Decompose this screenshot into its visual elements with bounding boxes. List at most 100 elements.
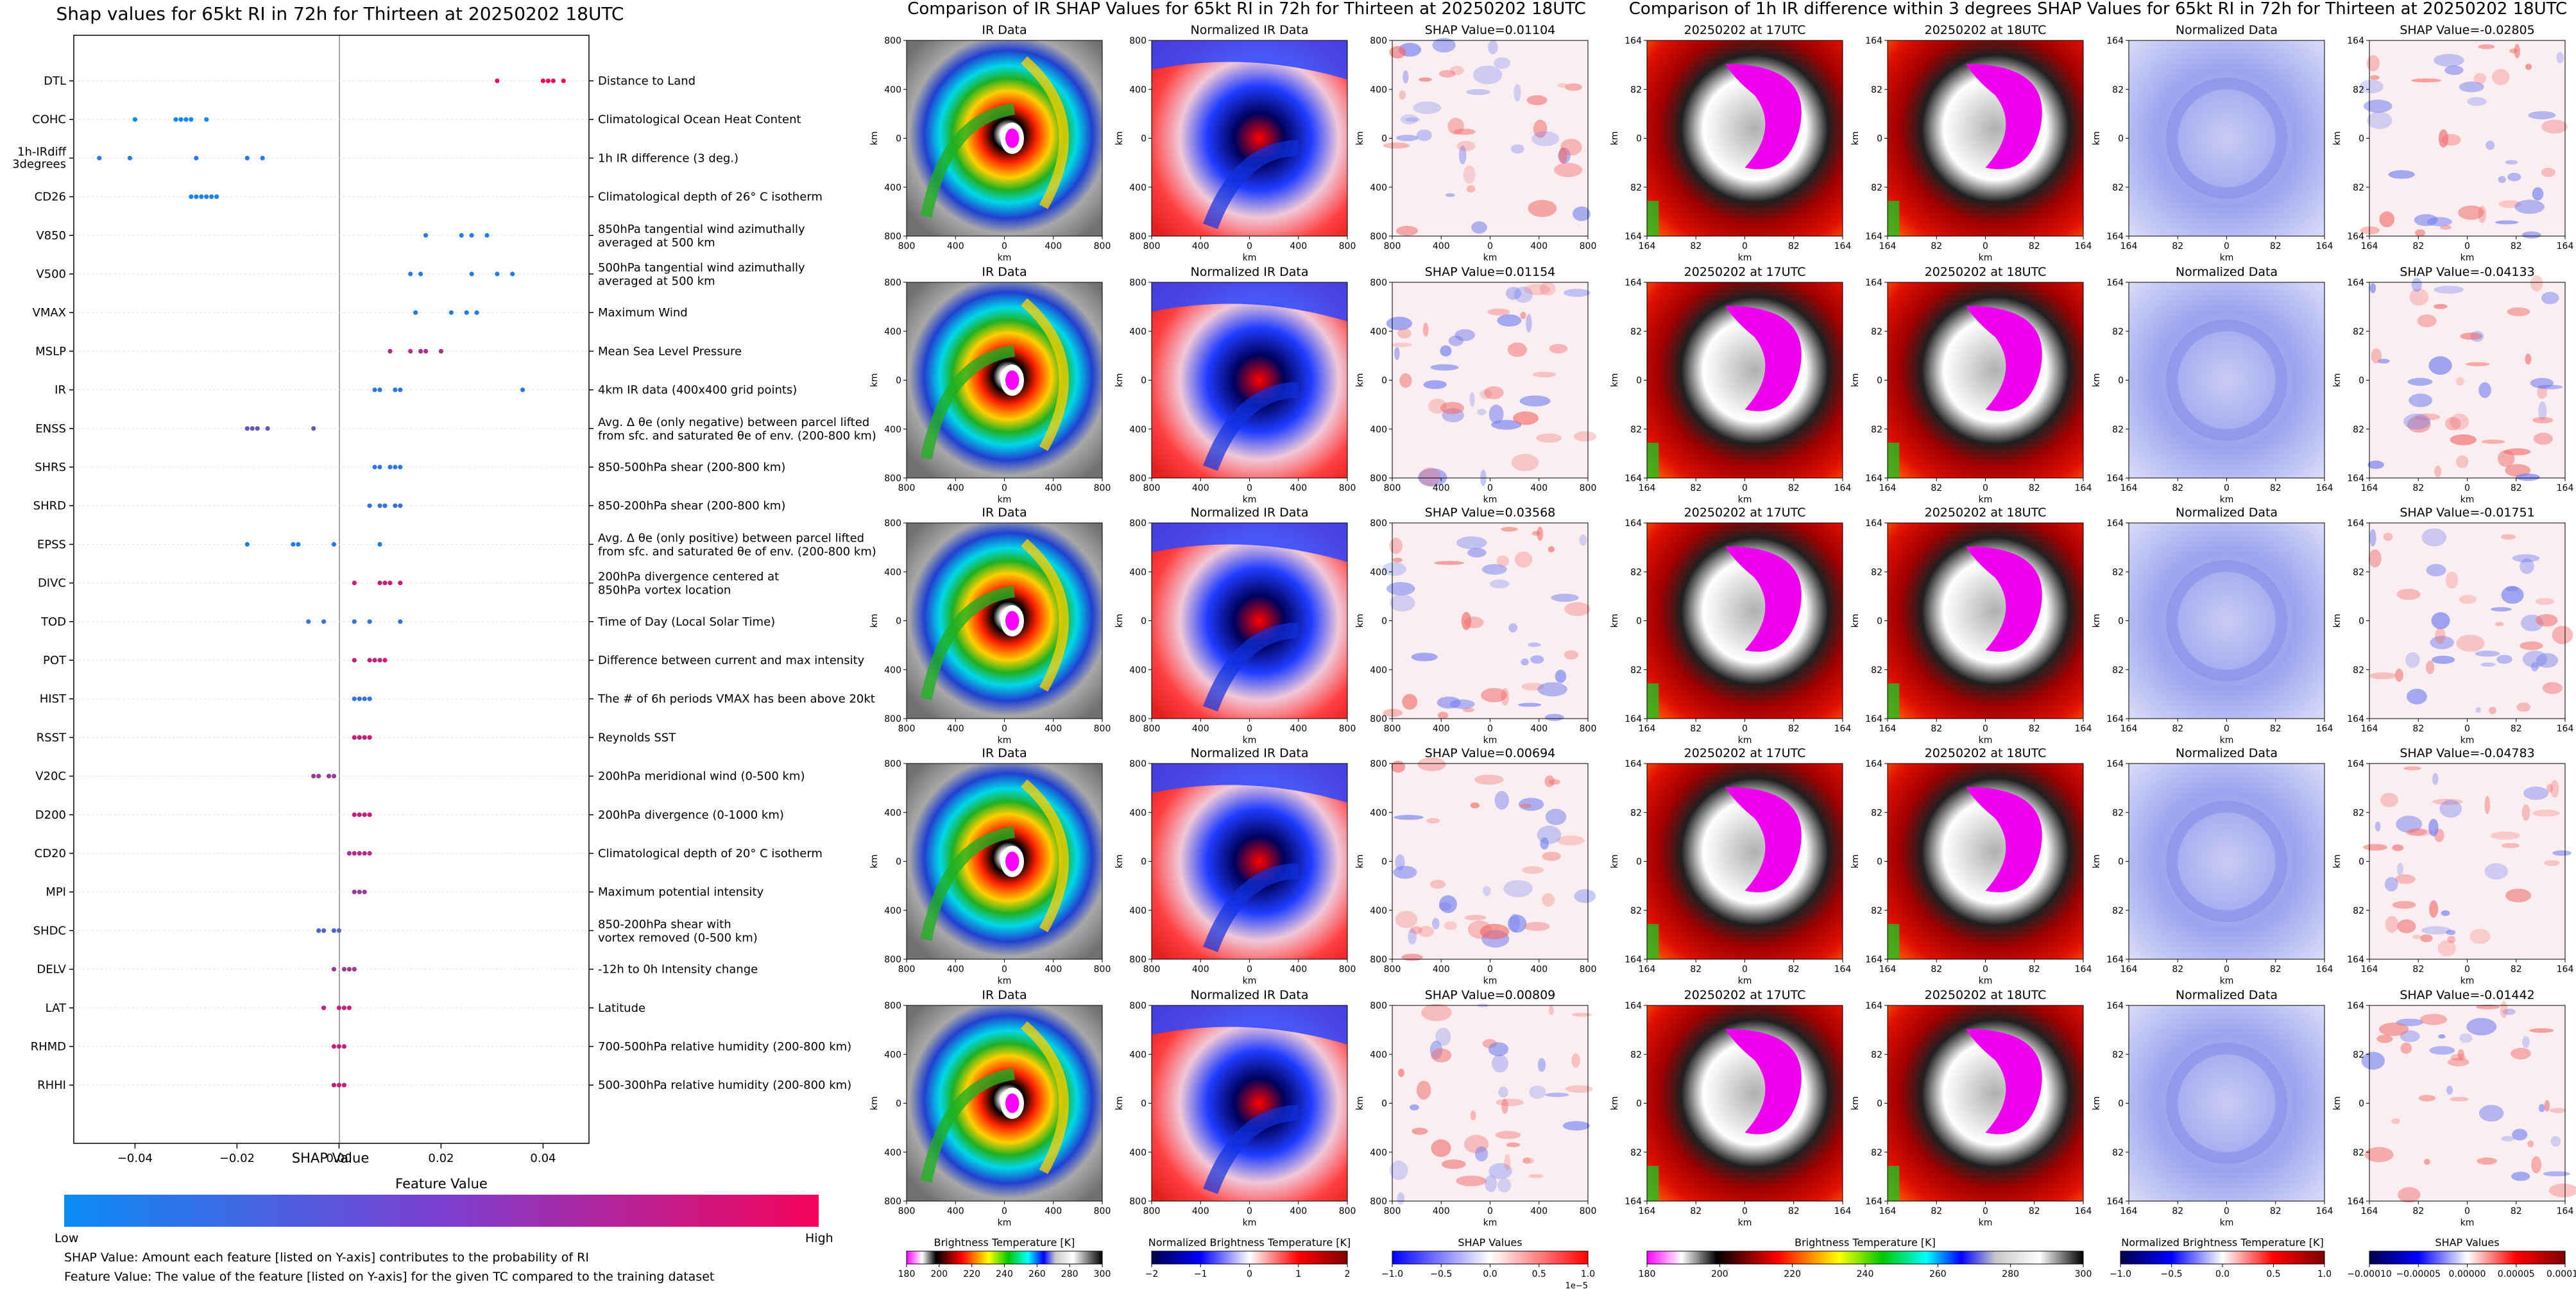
x-axis-label: km xyxy=(2220,735,2234,746)
x-tick-label: 0 xyxy=(1247,724,1252,734)
x-tick-label: 800 xyxy=(898,1206,916,1216)
y-tick-label: 800 xyxy=(1370,955,1387,965)
y-tick-label: 800 xyxy=(1129,759,1147,769)
shap-summary-plot: Shap values for 65kt RI in 72h for Thirt… xyxy=(12,3,876,1284)
y-axis-label: km xyxy=(2092,132,2102,146)
y-tick-label: 0 xyxy=(1381,857,1387,867)
shap-point xyxy=(423,348,429,354)
y-tick-label: 400 xyxy=(884,425,901,435)
feature-description: -12h to 0h Intensity change xyxy=(598,963,758,977)
shap-point xyxy=(388,465,393,470)
x-tick-label: 0 xyxy=(2224,1206,2230,1216)
y-tick-label: 164 xyxy=(1625,36,1642,46)
x-tick-label: 800 xyxy=(1339,964,1356,975)
feature-label: TOD xyxy=(40,615,66,629)
x-tick-label: 82 xyxy=(2029,483,2040,493)
y-tick-label: 800 xyxy=(884,759,901,769)
y-tick-label: 164 xyxy=(1625,518,1642,529)
y-tick-label: 0 xyxy=(896,1099,901,1109)
y-tick-label: 164 xyxy=(1625,232,1642,242)
x-tick-label: 82 xyxy=(2029,724,2040,734)
mid-title: Comparison of IR SHAP Values for 65kt RI… xyxy=(907,0,1586,19)
shap-image xyxy=(1392,1005,1588,1201)
normalized-ir-image xyxy=(1152,282,1347,478)
right-panel: Normalized Data1641648282008282164164kmk… xyxy=(2092,506,2333,746)
panel-title: IR Data xyxy=(982,23,1027,37)
feature-label: V500 xyxy=(36,268,66,281)
y-tick-label: 0 xyxy=(896,376,901,386)
panel-title: Normalized IR Data xyxy=(1191,988,1309,1002)
x-tick-label: 164 xyxy=(2075,1206,2092,1216)
panel-title: Normalized IR Data xyxy=(1191,265,1309,279)
x-tick-label: 0 xyxy=(2464,241,2470,252)
feature-label: VMAX xyxy=(33,306,67,320)
colorbar-tick-label: 0.00010 xyxy=(2546,1269,2576,1279)
y-tick-label: 400 xyxy=(884,906,901,916)
y-axis-label: km xyxy=(1610,373,1620,388)
x-axis-label: km xyxy=(1483,735,1497,746)
colorbar-tick-label: 220 xyxy=(963,1269,980,1279)
y-tick-label: 0 xyxy=(1381,134,1387,144)
shap-point xyxy=(382,503,388,508)
y-tick-label: 800 xyxy=(884,36,901,46)
y-tick-label: 400 xyxy=(1129,425,1147,435)
x-tick-label: 82 xyxy=(2412,724,2424,734)
y-tick-label: 82 xyxy=(1871,85,1882,95)
panel-title: 20250202 at 17UTC xyxy=(1684,988,1806,1002)
feature-label: CD20 xyxy=(35,847,66,860)
y-tick-label: 400 xyxy=(884,665,901,676)
x-tick-label: 82 xyxy=(1788,483,1800,493)
panel-title: SHAP Value=-0.04783 xyxy=(2400,746,2534,760)
y-tick-label: 164 xyxy=(2347,278,2364,288)
shap-point xyxy=(331,1082,337,1088)
colorbar-tick-label: 240 xyxy=(1857,1269,1874,1279)
y-tick-label: 82 xyxy=(1630,85,1642,95)
colorbar-tick-label: 180 xyxy=(898,1269,916,1279)
shap-point xyxy=(341,1044,346,1049)
colorbar-offset: 1e−5 xyxy=(1565,1281,1588,1289)
y-tick-label: 82 xyxy=(2112,85,2124,95)
y-tick-label: 400 xyxy=(1370,85,1387,95)
x-tick-label: 0 xyxy=(1983,724,1988,734)
normalized-diff-image xyxy=(2129,40,2324,236)
shap-point xyxy=(352,619,357,624)
y-tick-label: 82 xyxy=(1630,567,1642,577)
right-panel: 20250202 at 18UTC1641648282008282164164k… xyxy=(1850,265,2092,505)
y-tick-label: 800 xyxy=(884,955,901,965)
panel-title: SHAP Value=-0.01442 xyxy=(2400,988,2534,1002)
plot-frame xyxy=(73,35,590,1144)
shap-point xyxy=(362,735,367,740)
y-tick-label: 164 xyxy=(1865,36,1882,46)
y-tick-label: 82 xyxy=(2112,567,2124,577)
x-tick-label: 164 xyxy=(2361,964,2378,975)
x-tick-label: 400 xyxy=(1530,724,1548,734)
x-tick-label: 82 xyxy=(2270,964,2282,975)
x-tick-label: 400 xyxy=(1433,724,1450,734)
y-tick-label: 0 xyxy=(1141,1099,1147,1109)
x-axis-label: km xyxy=(1483,253,1497,263)
x-tick-label: 82 xyxy=(2029,1206,2040,1216)
x-tick-label: 0 xyxy=(2464,964,2470,975)
feature-label: HIST xyxy=(40,692,67,706)
left-chart-title: Shap values for 65kt RI in 72h for Thirt… xyxy=(56,3,624,24)
y-tick-label: 0 xyxy=(2118,134,2124,144)
shap-point xyxy=(316,928,321,933)
y-tick-label: 164 xyxy=(2347,1001,2364,1011)
x-tick-label: 0 xyxy=(1983,241,1988,252)
shap-point xyxy=(398,388,403,393)
x-tick-label: 164 xyxy=(2316,483,2333,493)
x-tick-label: 800 xyxy=(898,724,916,734)
y-tick-label: 82 xyxy=(1871,665,1882,676)
shap-image xyxy=(1392,523,1588,719)
x-tick-label: 0 xyxy=(1002,241,1007,252)
y-tick-label: 82 xyxy=(1630,183,1642,193)
y-axis-label: km xyxy=(869,373,880,388)
y-tick-label: 82 xyxy=(2112,808,2124,818)
x-tick-label: 82 xyxy=(2511,724,2522,734)
feature-description: Maximum Wind xyxy=(598,306,688,320)
panel-title: IR Data xyxy=(982,506,1027,520)
shap-image xyxy=(1392,282,1588,478)
colorbar xyxy=(1392,1251,1589,1265)
y-tick-label: 800 xyxy=(884,518,901,529)
panel-title: 20250202 at 18UTC xyxy=(1925,23,2047,37)
